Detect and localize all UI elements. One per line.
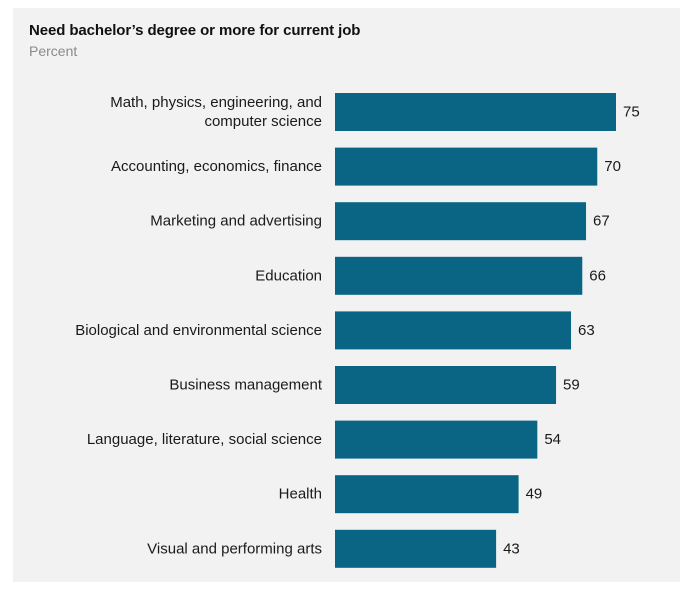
category-label-6: Language, literature, social science (87, 431, 322, 448)
bar-2 (335, 202, 587, 241)
value-label-1: 70 (604, 158, 621, 175)
value-label-6: 54 (544, 431, 561, 448)
category-label-2: Marketing and advertising (150, 213, 322, 230)
bar-6 (335, 420, 538, 459)
bar-chart: 75 Math, physics, engineering, and compute… (75, 93, 640, 568)
category-label-4: Biological and environmental science (75, 322, 322, 339)
bar-8 (335, 529, 497, 568)
category-label-3: Education (255, 267, 322, 284)
bar-5 (335, 366, 557, 404)
value-label-7: 49 (526, 486, 543, 503)
value-label-0: 75 (623, 104, 640, 121)
value-label-3: 66 (589, 267, 606, 284)
bar-3 (335, 256, 583, 295)
value-label-4: 63 (578, 322, 595, 339)
chart-panel: Need bachelor’s degree or more for curre… (13, 8, 680, 582)
bar-4 (335, 311, 572, 350)
category-label-7: Health (279, 486, 322, 503)
category-label-1: Accounting, economics, finance (111, 158, 322, 175)
value-label-5: 59 (563, 377, 580, 394)
chart-subtitle: Percent (29, 43, 78, 59)
chart-title: Need bachelor’s degree or more for curre… (29, 22, 361, 39)
bar-1 (335, 147, 598, 186)
bar-7 (335, 475, 519, 514)
value-label-8: 43 (503, 540, 520, 557)
bar-0 (335, 93, 616, 131)
value-label-2: 67 (593, 213, 610, 230)
category-label-0: Math, physics, engineering, and computer … (110, 94, 322, 130)
category-label-8: Visual and performing arts (147, 540, 322, 557)
category-label-5: Business management (169, 377, 322, 394)
